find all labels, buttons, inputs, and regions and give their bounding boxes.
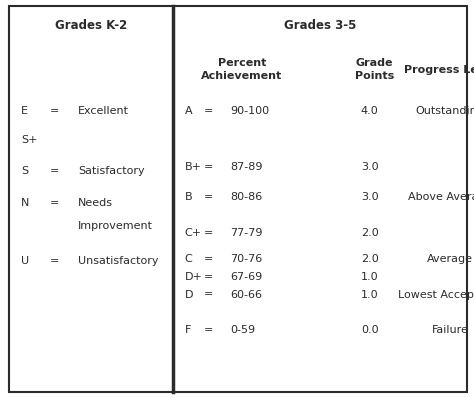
- Text: C: C: [185, 254, 192, 264]
- Text: 0.0: 0.0: [361, 325, 379, 336]
- Text: 4.0: 4.0: [361, 106, 379, 117]
- Text: D+: D+: [185, 271, 203, 282]
- Text: Outstanding: Outstanding: [416, 106, 474, 117]
- Text: 2.0: 2.0: [361, 228, 379, 238]
- Text: Above Average: Above Average: [408, 192, 474, 202]
- Text: =: =: [204, 162, 213, 172]
- Text: 3.0: 3.0: [361, 162, 379, 172]
- Text: Progress Level: Progress Level: [404, 64, 474, 75]
- Text: 90-100: 90-100: [230, 106, 269, 117]
- Text: =: =: [50, 106, 59, 117]
- Text: =: =: [50, 198, 59, 208]
- Text: U: U: [21, 256, 29, 266]
- Text: Needs: Needs: [78, 198, 113, 208]
- Text: =: =: [204, 192, 213, 202]
- Text: 77-79: 77-79: [230, 228, 263, 238]
- Text: D: D: [185, 289, 193, 300]
- Text: Lowest Acceptable: Lowest Acceptable: [398, 289, 474, 300]
- Text: =: =: [204, 289, 213, 300]
- Text: 1.0: 1.0: [361, 289, 379, 300]
- Text: Excellent: Excellent: [78, 106, 129, 117]
- Text: C+: C+: [185, 228, 202, 238]
- Text: Grades 3-5: Grades 3-5: [284, 20, 356, 32]
- Text: Percent
Achievement: Percent Achievement: [201, 59, 283, 81]
- Text: N: N: [21, 198, 30, 208]
- Text: 1.0: 1.0: [361, 271, 379, 282]
- Text: Failure: Failure: [432, 325, 469, 336]
- Text: Satisfactory: Satisfactory: [78, 166, 145, 176]
- Text: 80-86: 80-86: [230, 192, 262, 202]
- Text: 87-89: 87-89: [230, 162, 263, 172]
- Text: =: =: [50, 256, 59, 266]
- Text: Grade
Points: Grade Points: [355, 59, 394, 81]
- Text: Grades K-2: Grades K-2: [55, 20, 128, 32]
- Text: 3.0: 3.0: [361, 192, 379, 202]
- Text: Average: Average: [427, 254, 474, 264]
- Text: B+: B+: [185, 162, 202, 172]
- Text: 70-76: 70-76: [230, 254, 262, 264]
- Text: S: S: [21, 166, 28, 176]
- Text: S+: S+: [21, 135, 38, 145]
- Text: 67-69: 67-69: [230, 271, 262, 282]
- Text: A: A: [185, 106, 192, 117]
- Text: F: F: [185, 325, 191, 336]
- Text: 60-66: 60-66: [230, 289, 262, 300]
- Text: =: =: [204, 106, 213, 117]
- Text: Unsatisfactory: Unsatisfactory: [78, 256, 159, 266]
- Text: =: =: [50, 166, 59, 176]
- Text: Improvement: Improvement: [78, 221, 153, 231]
- Text: E: E: [21, 106, 28, 117]
- Text: =: =: [204, 228, 213, 238]
- Text: 2.0: 2.0: [361, 254, 379, 264]
- Text: =: =: [204, 254, 213, 264]
- Text: =: =: [204, 325, 213, 336]
- Text: 0-59: 0-59: [230, 325, 255, 336]
- Text: =: =: [204, 271, 213, 282]
- Text: B: B: [185, 192, 192, 202]
